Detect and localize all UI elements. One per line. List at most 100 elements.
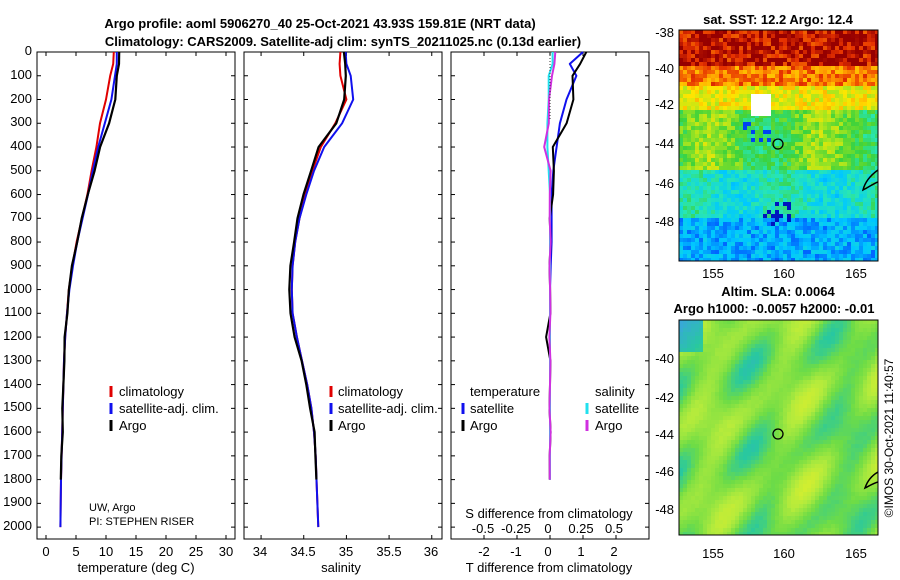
sst-cell [819,250,823,254]
sla-cell [743,364,747,368]
sst-cell [707,34,711,38]
sla-cell [731,372,735,376]
sst-cell [847,130,851,134]
sst-cell [799,250,803,254]
sst-cell [707,210,711,214]
sst-cell [803,178,807,182]
sst-cell [811,126,815,130]
sst-cell [799,38,803,42]
sla-cell [707,376,711,380]
sla-cell [711,436,715,440]
sst-cell [687,178,691,182]
sla-cell [847,360,851,364]
sst-cell [775,98,779,102]
sst-cell [771,166,775,170]
sla-cell [695,412,699,416]
sst-cell [871,258,875,261]
sla-cell [807,460,811,464]
sst-cell [795,242,799,246]
sst-cell [835,38,839,42]
sst-cell [715,62,719,66]
sla-cell [831,368,835,372]
sst-cell [855,162,859,166]
sst-cell [723,142,727,146]
sst-cell [827,86,831,90]
sst-cell [759,154,763,158]
sst-cell [811,62,815,66]
sla-cell [827,348,831,352]
sst-cell [731,174,735,178]
sst-cell [847,154,851,158]
sla-cell [847,384,851,388]
sla-cell [787,416,791,420]
sst-cell [779,194,783,198]
sla-cell [711,464,715,468]
sst-cell [791,78,795,82]
sst-cell [699,218,703,222]
sst-cell [763,202,767,206]
sst-cell [803,258,807,261]
sst-cell [863,50,867,54]
sla-cell [855,388,859,392]
sst-cell [727,186,731,190]
sst-cell [751,50,755,54]
salinity-x-label: salinity [321,560,361,575]
sla-cell [727,332,731,336]
legend-label: Argo [338,418,365,433]
sst-cell [811,222,815,226]
sst-cell [687,166,691,170]
sst-cell [727,86,731,90]
sla-cell [831,348,835,352]
sst-cell [763,150,767,154]
sla-cell [775,324,779,328]
sla-cell [783,452,787,456]
sst-cell [763,254,767,258]
sla-cell [803,456,807,460]
sst-cell [799,222,803,226]
sla-cell [835,336,839,340]
sst-cell [747,166,751,170]
sst-cell [847,106,851,110]
sst-cell [755,238,759,242]
sst-cell [683,118,687,122]
sla-cell [691,436,695,440]
sst-cell [867,142,871,146]
sst-cell [827,46,831,50]
sst-cell [835,238,839,242]
sst-cell [815,42,819,46]
sla-cell [743,404,747,408]
sla-cell [819,372,823,376]
sst-cell [767,226,771,230]
sst-cell [795,38,799,42]
sst-cell [871,78,875,82]
sla-cell [731,356,735,360]
sla-cell [827,388,831,392]
sla-cell [807,440,811,444]
sst-cell [767,174,771,178]
sst-cell [767,138,771,142]
sst-cell [707,66,711,70]
sst-cell [695,38,699,42]
sst-cell [803,246,807,250]
sst-cell [707,58,711,62]
sla-cell [815,448,819,452]
sst-cell [863,106,867,110]
sst-cell [839,254,843,258]
sla-cell [755,380,759,384]
sla-cell [871,452,875,456]
sst-cell [843,158,847,162]
sst-cell [735,134,739,138]
sst-cell [771,102,775,106]
sst-cell [679,174,683,178]
sla-map-plot [679,320,878,535]
sla-cell [679,336,683,340]
sla-cell [851,400,855,404]
sst-cell [743,86,747,90]
sst-cell [743,98,747,102]
sst-cell [775,222,779,226]
sst-cell [835,66,839,70]
axis-ticks [37,51,649,539]
sla-cell [743,424,747,428]
sst-cell [691,166,695,170]
sla-cell [807,388,811,392]
